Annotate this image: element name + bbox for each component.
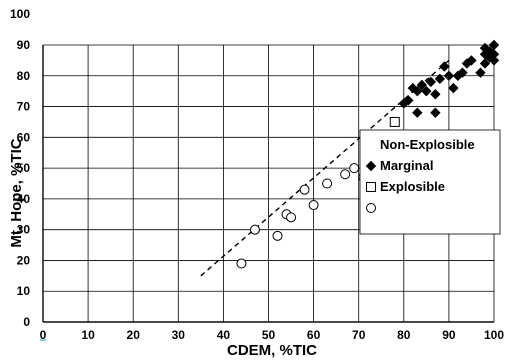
data-point [439,61,450,72]
legend-label: Explosible [380,179,445,194]
x-tick-label: 0 [40,328,47,342]
y-tick-label: 70 [17,100,31,114]
data-point [299,184,310,195]
y-tick-label: 80 [17,69,31,83]
data-point [448,82,459,94]
data-point [425,76,437,88]
data-point [457,67,468,78]
data-point [308,200,319,211]
legend-label: Marginal [380,158,433,173]
data-point [434,73,446,85]
data-point [416,79,428,91]
x-tick-label: 80 [397,328,411,342]
data-point [421,85,432,97]
x-tick-label: 70 [352,328,366,342]
tick-labels: 0 10 20 30 40 50 60 70 80 90 100 0 10 20 30 40 50 60 70 80 9… [10,7,504,342]
data-point [412,107,423,118]
data-point [349,163,360,174]
data-point [322,178,333,189]
x-tick-label: 60 [307,328,321,342]
y-tick-label: 90 [17,38,31,52]
data-point [479,58,491,69]
data-point [488,39,500,51]
y-axis-title: Mt. Hope, %TIC [8,138,25,247]
y-tick-label: 100 [10,7,30,21]
data-point [389,116,400,127]
legend: Non-Explosible Marginal Explosible [359,129,501,235]
legend-marker [366,203,376,213]
data-point [236,258,247,269]
data-point [286,212,297,223]
x-tick-label: 40 [217,328,231,342]
data-point [488,55,500,66]
data-point [475,67,486,78]
data-point [466,55,477,66]
y-tick-label: 0 [23,315,30,329]
data-point [249,224,260,235]
data-point [340,169,351,180]
legend-marker [365,160,377,172]
data-point [430,89,441,100]
data-point [461,58,473,69]
x-tick-label: 30 [172,328,186,342]
y-tick-label: 40 [17,192,31,206]
y-tick-label: 60 [17,130,31,144]
legend-label: Non-Explosible [380,137,475,152]
x-tick-label: 90 [442,328,456,342]
data-point [412,85,423,97]
axes [40,45,494,341]
x-tick-label: 100 [484,328,504,342]
y-tick-label: 50 [17,161,31,175]
data-markers [236,39,500,269]
x-tick-label: 20 [127,328,141,342]
x-tick-label: 50 [262,328,276,342]
y-tick-label: 20 [17,253,31,267]
y-tick-label: 10 [17,284,31,298]
data-point [430,107,441,118]
x-tick-label: 10 [81,328,95,342]
data-point [443,70,455,81]
data-point [272,230,283,241]
data-point [488,49,500,60]
legend-marker [366,182,376,192]
legend-box [359,129,501,235]
y-tick-label: 30 [17,223,31,237]
data-point [403,95,414,106]
x-axis-title: CDEM, %TIC [227,342,317,359]
